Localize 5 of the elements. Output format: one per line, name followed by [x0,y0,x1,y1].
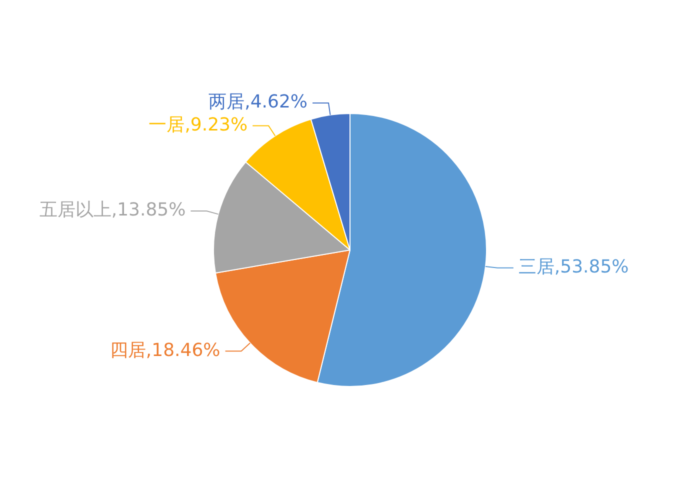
slice-label: 四居,18.46% [110,340,220,361]
slice-label: 三居,53.85% [518,256,629,278]
slice-label: 一居,9.23% [148,114,248,136]
slice-label: 两居,4.62% [208,92,308,113]
slice-label: 五居以上,13.85% [39,200,186,221]
